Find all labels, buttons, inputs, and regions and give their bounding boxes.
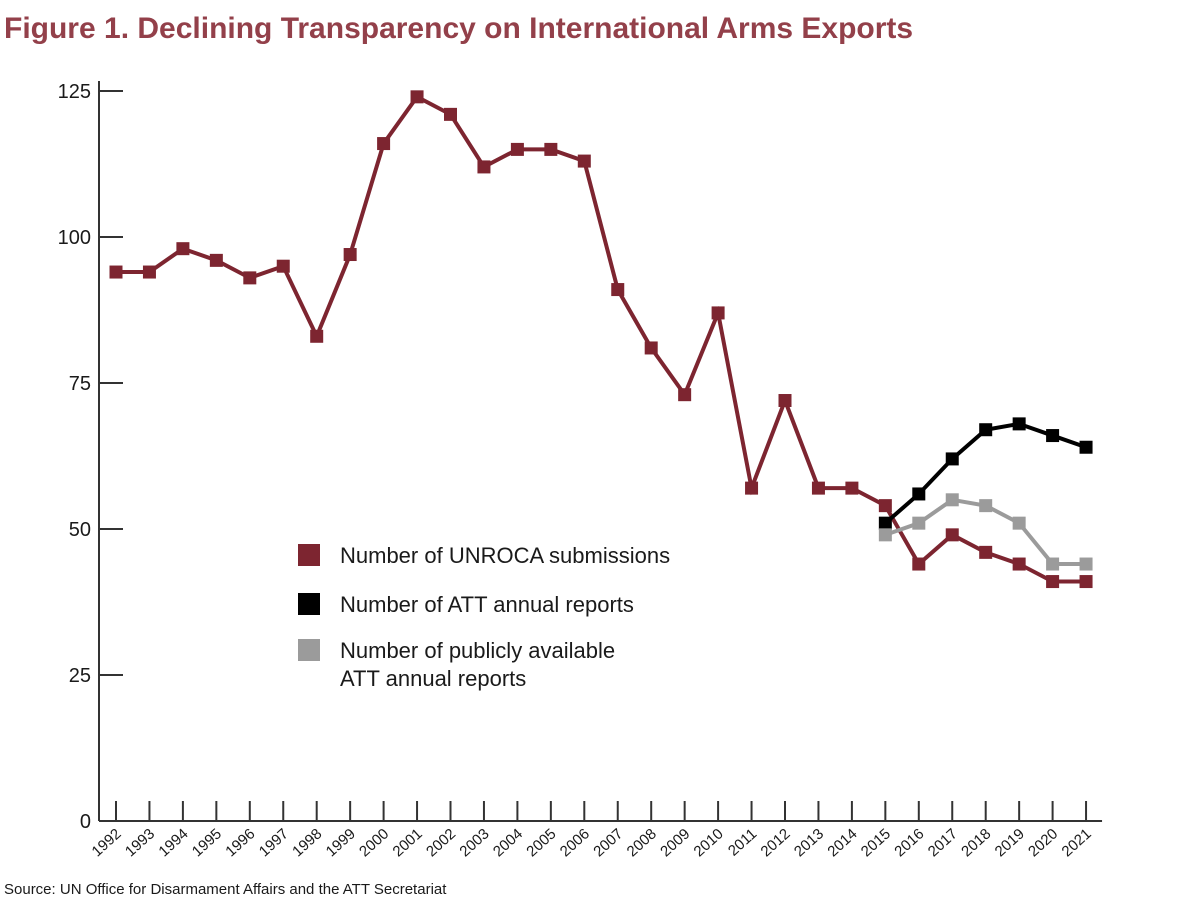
x-tick-label: 2011 [725,825,760,859]
x-tick-label: 2015 [858,825,894,860]
x-tick-label: 2008 [624,825,660,860]
data-point-series-3 [945,493,959,507]
x-tick-label: 1998 [289,825,325,860]
x-tick-label: 1997 [256,825,292,860]
data-point-series-1 [1079,575,1093,589]
data-point-series-2 [1012,417,1026,431]
x-tick-label: 2007 [590,825,626,860]
source-note: Source: UN Office for Disarmament Affair… [4,881,447,898]
data-point-series-1 [577,154,591,168]
legend-label: ATT annual reports [340,666,526,691]
data-point-series-1 [544,142,558,156]
data-point-series-3 [979,499,993,513]
data-point-series-3 [912,516,926,530]
data-point-series-2 [912,487,926,501]
data-point-series-1 [845,481,859,495]
data-point-series-1 [644,341,658,355]
x-tick-label: 1999 [323,825,359,860]
y-tick-label: 50 [69,519,91,541]
data-point-series-2 [945,452,959,466]
x-tick-label: 2018 [958,825,994,860]
x-tick-label: 1992 [88,825,124,860]
y-tick-label: 125 [58,81,91,103]
x-tick-label: 2000 [356,825,392,860]
x-tick-label: 1996 [222,825,258,860]
x-tick-label: 2002 [423,825,459,860]
x-tick-label: 2016 [891,825,927,860]
x-tick-label: 2010 [691,825,727,860]
x-tick-label: 1993 [122,825,158,860]
data-point-series-3 [1046,557,1060,571]
data-point-series-3 [878,528,892,542]
data-point-series-1 [811,481,825,495]
data-point-series-1 [209,253,223,267]
legend-label: Number of publicly available [340,638,615,663]
x-tick-label: 2020 [1025,825,1061,860]
legend-label: Number of ATT annual reports [340,592,634,617]
y-tick-label: 100 [58,227,91,249]
data-point-series-1 [343,248,357,262]
x-tick-label: 2021 [1059,825,1095,860]
data-point-series-1 [979,545,993,559]
data-point-series-1 [1012,557,1026,571]
data-point-series-1 [276,259,290,273]
data-point-series-1 [745,481,759,495]
data-point-series-1 [945,528,959,542]
data-point-series-1 [477,160,491,174]
data-point-series-1 [611,283,625,297]
x-tick-label: 2006 [557,825,593,860]
data-point-series-2 [1046,429,1060,443]
y-tick-label: 75 [69,373,91,395]
data-point-series-1 [109,265,123,279]
data-point-series-1 [678,388,692,402]
data-point-series-1 [310,329,324,343]
x-tick-label: 2012 [757,825,793,860]
data-point-series-1 [1046,575,1060,589]
y-tick-label: 0 [80,811,91,833]
data-point-series-2 [979,423,993,437]
data-point-series-1 [778,394,792,408]
chart-title: Figure 1. Declining Transparency on Inte… [4,12,913,45]
data-point-series-1 [711,306,725,320]
series-markers [109,90,1093,589]
x-tick-label: 2003 [456,825,492,860]
x-tick-label: 1994 [155,825,191,860]
legend-swatch [298,639,320,661]
data-point-series-1 [444,107,457,121]
data-point-series-1 [377,137,391,151]
series-lines [116,94,1087,584]
x-tick-label: 2014 [824,825,860,860]
legend-label: Number of UNROCA submissions [340,543,670,568]
data-point-series-1 [912,557,926,571]
data-point-series-1 [176,242,190,256]
data-point-series-1 [878,499,892,513]
data-point-series-2 [1079,440,1093,454]
x-tick-label: 2005 [523,825,559,860]
x-tick-label: 2004 [490,825,526,860]
data-point-series-2 [878,516,892,530]
data-point-series-1 [142,265,156,279]
x-tick-label: 2013 [791,825,827,860]
y-tick-label: 25 [69,665,91,687]
x-tick-label: 1995 [189,825,225,860]
data-point-series-1 [410,90,424,104]
x-tick-label: 2009 [657,825,693,860]
x-tick-label: 2017 [925,825,961,860]
data-point-series-1 [243,271,257,285]
x-tick-label: 2019 [992,825,1028,860]
legend: Number of UNROCA submissions Number of AT… [298,543,670,691]
axes: 0255075100125199219931994199519961997199… [58,81,1103,860]
data-point-series-3 [1079,557,1093,571]
legend-swatch [298,544,320,566]
legend-swatch [298,593,320,615]
data-point-series-3 [1012,516,1026,530]
data-point-series-1 [510,142,524,156]
x-tick-label: 2001 [390,825,426,860]
